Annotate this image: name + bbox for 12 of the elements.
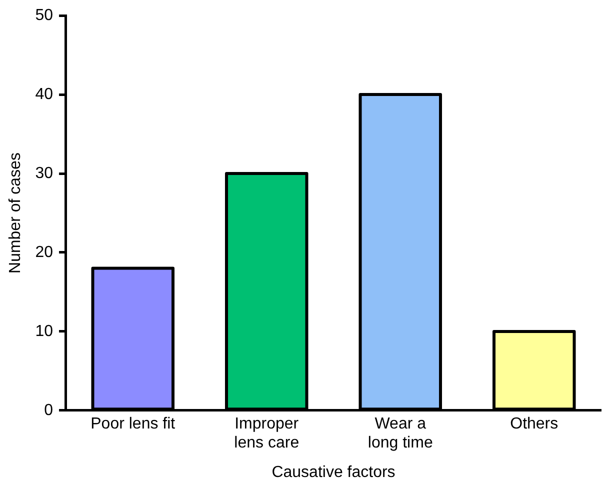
y-tick-label: 0 (44, 402, 54, 419)
x-tick-label: Wear a long time (368, 415, 433, 452)
y-tick-label: 30 (35, 164, 54, 182)
y-tick-label: 50 (35, 7, 54, 24)
y-tick-label: 20 (35, 244, 54, 261)
y-tick-label: 10 (35, 322, 54, 340)
y-axis-title: Number of cases (7, 152, 24, 274)
x-tick-label: Others (510, 415, 558, 432)
x-axis-title: Causative factors (272, 464, 396, 481)
x-tick-label: Improper lens care (234, 415, 300, 452)
x-tick-label: Poor lens fit (90, 415, 176, 432)
y-tick-label: 40 (35, 86, 54, 103)
